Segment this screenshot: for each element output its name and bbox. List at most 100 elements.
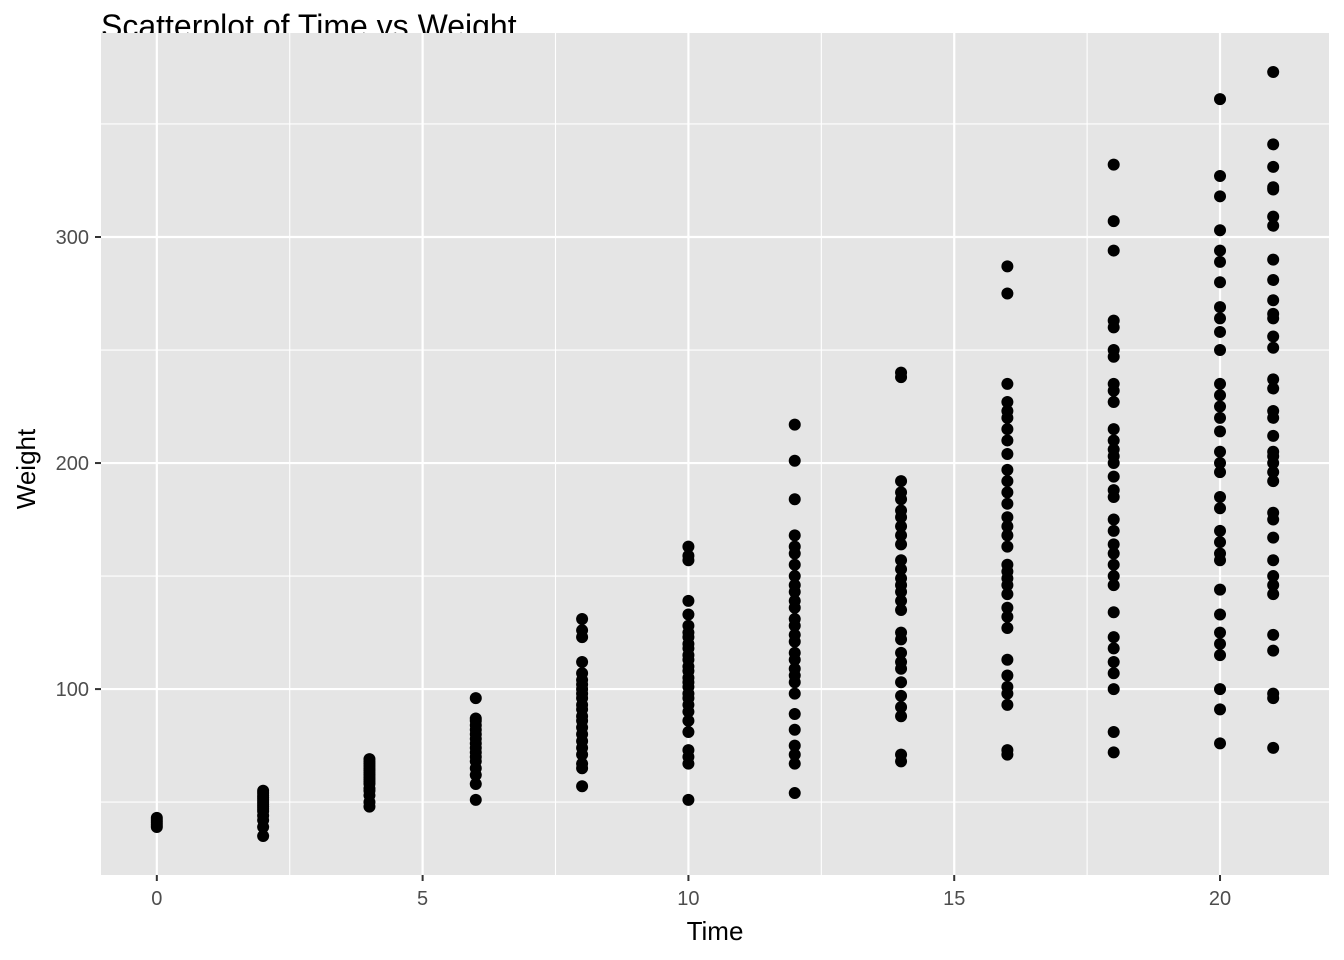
- data-point: [895, 520, 908, 533]
- data-point: [1001, 520, 1014, 533]
- data-point: [682, 549, 695, 562]
- data-point: [1107, 726, 1120, 739]
- data-point: [1214, 325, 1227, 338]
- data-point: [788, 529, 801, 542]
- data-point: [576, 757, 589, 770]
- data-point: [1001, 396, 1014, 409]
- data-point: [469, 712, 482, 725]
- data-point: [895, 538, 908, 551]
- data-point: [1267, 373, 1280, 386]
- data-point: [1267, 644, 1280, 657]
- x-tick-label: 0: [151, 888, 162, 910]
- data-point: [1214, 490, 1227, 503]
- data-point: [469, 692, 482, 705]
- data-point: [1001, 601, 1014, 614]
- x-axis: 0 5 10 15 20: [151, 875, 1231, 910]
- data-point: [682, 619, 695, 632]
- data-point: [1267, 382, 1280, 395]
- minor-gridlines: [101, 33, 1329, 875]
- data-point: [1001, 744, 1014, 757]
- data-point: [1214, 626, 1227, 639]
- data-point: [1001, 434, 1014, 447]
- data-point: [1267, 554, 1280, 567]
- data-point: [895, 486, 908, 499]
- data-point: [788, 748, 801, 761]
- data-point: [895, 689, 908, 702]
- data-point: [1214, 649, 1227, 662]
- data-point: [1267, 506, 1280, 519]
- data-point: [895, 603, 908, 616]
- data-point: [1267, 570, 1280, 583]
- data-point: [150, 811, 163, 824]
- data-point: [1267, 628, 1280, 641]
- data-point: [1267, 445, 1280, 458]
- data-point: [1267, 160, 1280, 173]
- data-point: [1107, 667, 1120, 680]
- data-point: [788, 594, 801, 607]
- data-point: [1107, 344, 1120, 357]
- data-point: [1267, 330, 1280, 343]
- y-axis-title: Weight: [11, 428, 41, 509]
- data-point: [1267, 219, 1280, 232]
- data-point: [576, 667, 589, 680]
- data-point: [788, 757, 801, 770]
- data-point: [1267, 531, 1280, 544]
- data-point: [1107, 215, 1120, 228]
- data-point: [363, 753, 376, 766]
- data-point: [1214, 608, 1227, 621]
- data-point: [1001, 540, 1014, 553]
- data-point: [1107, 513, 1120, 526]
- data-point: [1267, 466, 1280, 479]
- data-point: [1267, 307, 1280, 320]
- x-tick-label: 10: [677, 888, 699, 910]
- data-point: [1001, 475, 1014, 488]
- data-point: [1107, 158, 1120, 171]
- data-point: [1214, 255, 1227, 268]
- data-point: [1267, 65, 1280, 78]
- data-point: [1214, 457, 1227, 470]
- data-point: [895, 710, 908, 723]
- data-point: [1214, 301, 1227, 314]
- plot-panel: [101, 33, 1329, 875]
- data-point: [1107, 470, 1120, 483]
- data-point: [1001, 486, 1014, 499]
- data-point: [788, 787, 801, 800]
- data-point: [895, 504, 908, 517]
- data-point: [469, 778, 482, 791]
- data-point: [682, 744, 695, 757]
- data-point: [1107, 642, 1120, 655]
- x-tick-label: 20: [1209, 888, 1231, 910]
- data-point: [1214, 344, 1227, 357]
- data-point: [1107, 377, 1120, 390]
- data-point: [1267, 475, 1280, 488]
- x-tick-label: 5: [417, 888, 428, 910]
- data-point: [1001, 529, 1014, 542]
- data-point: [895, 554, 908, 567]
- data-point: [1267, 405, 1280, 418]
- data-point: [1001, 610, 1014, 623]
- data-point: [1214, 425, 1227, 438]
- data-point: [1267, 138, 1280, 151]
- data-point: [895, 572, 908, 585]
- data-point: [1107, 524, 1120, 537]
- data-point: [1214, 411, 1227, 424]
- data-point: [895, 563, 908, 576]
- data-point: [1107, 443, 1120, 456]
- data-point: [788, 687, 801, 700]
- data-point: [1107, 314, 1120, 327]
- data-point: [1214, 312, 1227, 325]
- data-point: [576, 624, 589, 637]
- data-point: [576, 655, 589, 668]
- data-point: [1214, 276, 1227, 289]
- data-point: [1214, 445, 1227, 458]
- data-point: [1214, 244, 1227, 257]
- data-point: [1001, 669, 1014, 682]
- data-point: [1001, 377, 1014, 390]
- data-point: [788, 579, 801, 592]
- data-point: [1214, 703, 1227, 716]
- data-point: [1001, 497, 1014, 510]
- data-point: [1214, 389, 1227, 402]
- data-point: [469, 793, 482, 806]
- data-point: [895, 701, 908, 714]
